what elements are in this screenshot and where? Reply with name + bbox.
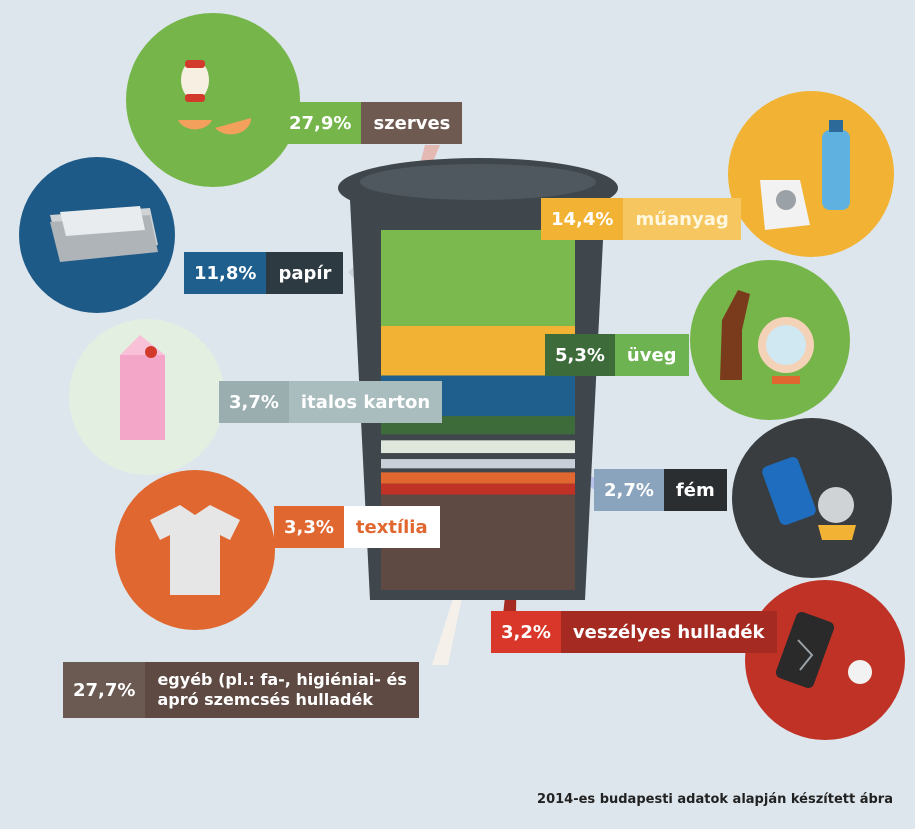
- bin-layer-4: [381, 440, 575, 454]
- value-label-muanyag: 14,4%: [541, 198, 624, 240]
- bin-layer-5: [381, 459, 575, 469]
- category-label-italos-karton: italos karton: [288, 381, 443, 423]
- label-veszelyes: 3,2% veszélyes hulladék: [491, 611, 777, 653]
- category-label-textilia: textília: [343, 506, 440, 548]
- milk-carton-icon: [69, 319, 225, 475]
- value-label-textilia: 3,3%: [274, 506, 344, 548]
- value-label-fem: 2,7%: [594, 469, 664, 511]
- bin-lid-inner: [360, 164, 596, 200]
- bin-layer-6: [381, 472, 575, 484]
- category-label-uveg: üveg: [614, 334, 689, 376]
- value-label-italos-karton: 3,7%: [219, 381, 289, 423]
- can-icon: [732, 418, 892, 578]
- glass-bottle-mirror-icon: [690, 260, 850, 420]
- value-label-veszelyes: 3,2%: [491, 611, 561, 653]
- value-label-uveg: 5,3%: [545, 334, 615, 376]
- category-label-egyeb: egyéb (pl.: fa-, higiéniai- és apró szem…: [145, 662, 419, 718]
- apple-core-eggshell-icon: [126, 13, 300, 187]
- value-label-szerves: 27,9%: [279, 102, 362, 144]
- label-uveg: 5,3% üveg: [545, 334, 689, 376]
- newspaper-icon: [19, 157, 175, 313]
- category-label-papir: papír: [266, 252, 344, 294]
- label-egyeb: 27,7% egyéb (pl.: fa-, higiéniai- és apr…: [63, 662, 419, 718]
- category-label-fem: fém: [663, 469, 727, 511]
- label-papir: 11,8% papír: [184, 252, 344, 294]
- category-label-veszelyes: veszélyes hulladék: [560, 611, 777, 653]
- shirt-icon: [115, 470, 275, 630]
- category-label-muanyag: műanyag: [623, 198, 741, 240]
- category-label-szerves: szerves: [361, 102, 463, 144]
- bin-layer-0: [381, 230, 575, 326]
- label-italos-karton: 3,7% italos karton: [219, 381, 443, 423]
- label-szerves: 27,9% szerves: [279, 102, 463, 144]
- label-textilia: 3,3% textília: [274, 506, 440, 548]
- source-note: 2014-es budapesti adatok alapján készíte…: [537, 792, 893, 807]
- bin-layer-7: [381, 483, 575, 495]
- label-fem: 2,7% fém: [594, 469, 727, 511]
- bin-layer-1: [381, 325, 575, 376]
- broken-phone-bulb-icon: [745, 580, 905, 740]
- value-label-papir: 11,8%: [184, 252, 267, 294]
- value-label-egyeb: 27,7%: [63, 662, 146, 718]
- label-muanyag: 14,4% műanyag: [541, 198, 741, 240]
- plastic-bag-bottle-icon: [728, 91, 894, 257]
